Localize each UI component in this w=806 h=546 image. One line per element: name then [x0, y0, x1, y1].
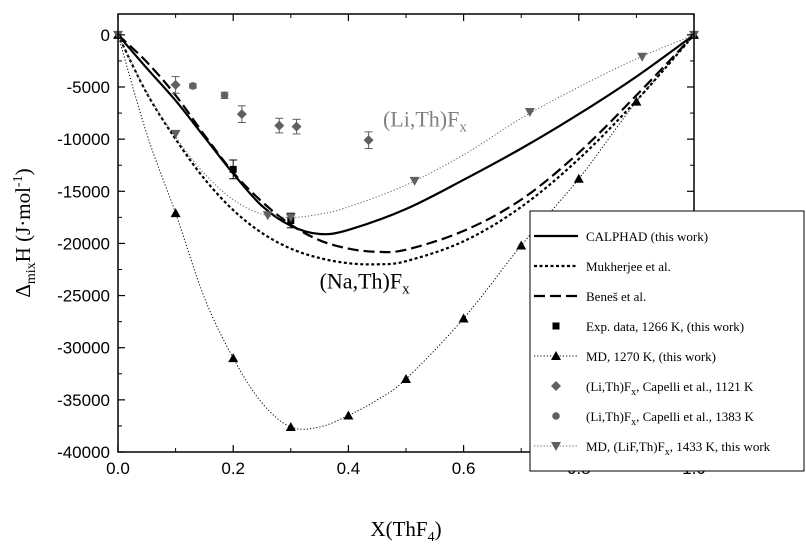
data-point-triangle-down — [262, 211, 273, 221]
legend-box — [529, 210, 805, 472]
axis-ticks: 0.00.20.40.60.81.00-5000-10000-15000-200… — [57, 14, 706, 478]
series-line-2 — [117, 34, 695, 254]
legend-entry: (Li,Th)Fx, Capelli et al., 1121 K — [551, 379, 754, 398]
data-point-triangle-down — [409, 176, 420, 186]
series-line-7 — [117, 34, 695, 218]
data-point-diamond — [363, 135, 374, 146]
y-tick-label: -20000 — [57, 234, 110, 253]
x-tick-label: 0.0 — [106, 459, 130, 478]
x-tick-label: 0.6 — [452, 459, 476, 478]
data-point-diamond — [236, 109, 247, 120]
legend-entry: Beneš et al. — [534, 289, 646, 304]
legend-swatch-triangle-up — [551, 351, 561, 360]
data-point-triangle-up — [516, 240, 527, 250]
x-axis-title: X(ThF4) — [370, 517, 441, 545]
data-point-circle — [220, 91, 229, 100]
legend-entry: (Li,Th)Fx, Capelli et al., 1383 K — [552, 409, 754, 428]
data-point-diamond — [291, 121, 302, 132]
legend-swatch-square — [552, 322, 560, 330]
data-point-diamond — [274, 120, 285, 131]
legend-label: MD, (LiF,Th)Fx, 1433 K, this work — [586, 439, 771, 458]
legend-label: Mukherjee et al. — [586, 259, 671, 274]
legend-label: (Li,Th)Fx, Capelli et al., 1121 K — [586, 379, 754, 398]
legend-swatch-triangle-down — [551, 442, 561, 451]
x-tick-label: 0.4 — [337, 459, 361, 478]
y-tick-label: -25000 — [57, 287, 110, 306]
data-point-triangle-up — [285, 421, 296, 431]
data-point-triangle-up — [573, 173, 584, 183]
legend-swatch-diamond — [551, 381, 561, 391]
series-line-0 — [117, 34, 695, 236]
legend-entry: Exp. data, 1266 K, (this work) — [552, 319, 744, 334]
y-axis-title: ΔmixH (J·mol-1) — [11, 168, 39, 297]
series-line-1 — [117, 34, 695, 266]
legend-entry: CALPHAD (this work) — [534, 229, 708, 244]
data-point-triangle-up — [401, 374, 411, 383]
legend-label: (Li,Th)Fx, Capelli et al., 1383 K — [586, 409, 754, 428]
data-point-triangle-down — [637, 52, 648, 62]
legend-label: CALPHAD (this work) — [586, 229, 708, 244]
data-point-circle — [189, 82, 197, 90]
data-point-triangle-up — [170, 208, 181, 218]
legend: CALPHAD (this work) Mukherjee et al. Beneš… — [529, 210, 805, 472]
annotation-nath-fx: (Na,Th)Fx — [320, 268, 410, 297]
legend-label: MD, 1270 K, (this work) — [586, 349, 716, 364]
x-tick-label: 0.2 — [221, 459, 245, 478]
legend-entry: MD, 1270 K, (this work) — [534, 349, 716, 364]
data-point-triangle-up — [343, 410, 354, 420]
data-point-square — [229, 165, 237, 173]
curves-layer — [117, 34, 695, 430]
y-tick-label: -35000 — [57, 391, 110, 410]
markers-layer — [113, 29, 699, 431]
legend-entry: Mukherjee et al. — [534, 259, 671, 274]
annotation-lith-fx: (Li,Th)Fx — [383, 107, 467, 136]
y-tick-label: -15000 — [57, 182, 110, 201]
data-point-triangle-down — [524, 108, 535, 118]
legend-swatch-circle — [552, 412, 560, 420]
y-tick-label: -10000 — [57, 130, 110, 149]
y-tick-label: -5000 — [67, 78, 110, 97]
y-tick-label: -30000 — [57, 339, 110, 358]
y-tick-label: -40000 — [57, 443, 110, 462]
series-line-4 — [117, 34, 695, 430]
legend-label: Exp. data, 1266 K, (this work) — [586, 319, 744, 334]
data-point-triangle-down — [170, 129, 181, 139]
data-point-triangle-up — [631, 96, 642, 106]
data-point-triangle-up — [458, 313, 469, 323]
legend-entry: MD, (LiF,Th)Fx, 1433 K, this work — [534, 439, 771, 458]
data-point-triangle-down — [285, 213, 296, 223]
data-point-triangle-up — [228, 353, 239, 363]
legend-label: Beneš et al. — [586, 289, 646, 304]
data-point-diamond — [170, 79, 181, 90]
y-tick-label: 0 — [101, 26, 110, 45]
